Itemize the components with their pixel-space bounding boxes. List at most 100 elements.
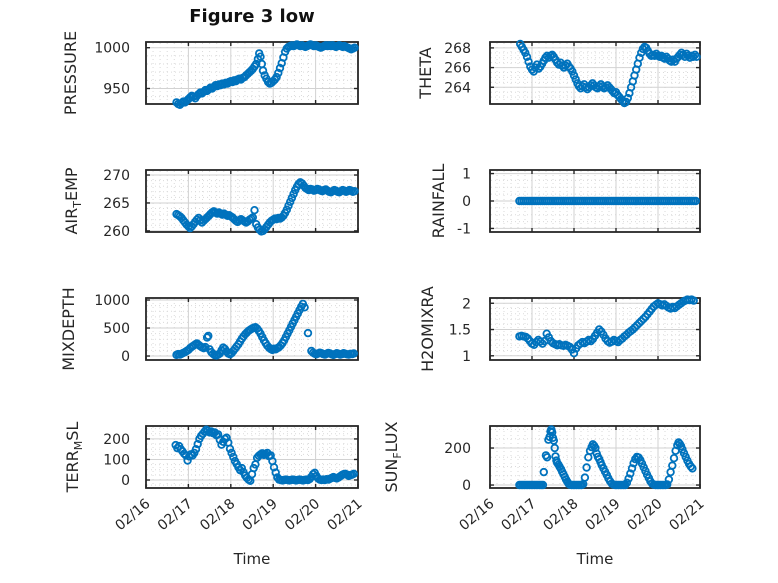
tick-marks [145, 426, 359, 488]
y-tick-label: 0 [121, 473, 130, 489]
marker [256, 52, 265, 61]
y-axis-label: RAINFALL [429, 164, 448, 239]
marker [538, 480, 548, 490]
marker [582, 463, 591, 472]
marker [622, 478, 632, 487]
x-tick-label: 02/18 [540, 496, 581, 534]
x-tick-label: 02/20 [624, 496, 665, 534]
marker [634, 319, 644, 328]
y-tick-label: 1.5 [449, 323, 471, 339]
minor-grid [147, 299, 357, 359]
marker [621, 97, 631, 107]
marker [201, 342, 210, 352]
marker [229, 452, 238, 462]
marker [250, 205, 259, 215]
y-axis-label: SUNFLUX [382, 421, 404, 492]
marker [521, 48, 530, 57]
x-tick-label: 02/18 [197, 496, 238, 534]
subplot-mixdepth: 0 500 1000 MIXDEPTH [59, 287, 359, 371]
scatter-markers [515, 425, 697, 490]
marker [542, 453, 552, 462]
minor-grid [491, 171, 699, 231]
marker [524, 57, 533, 66]
marker [271, 468, 280, 477]
subplot-sun_flux: 0 200 02/16 02/17 02/18 02/19 02/20 02/21 SUNFLU… [382, 421, 708, 534]
marker [630, 323, 640, 332]
marker [569, 71, 579, 80]
marker [664, 475, 674, 484]
y-tick-label: 0 [462, 478, 471, 494]
scatter-markers [515, 295, 698, 358]
marker [627, 464, 637, 473]
marker [183, 456, 192, 465]
marker [586, 336, 595, 346]
marker [580, 473, 590, 482]
subplot-rainfall: -1 0 1 RAINFALL [429, 164, 701, 239]
y-tick-label: 265 [103, 196, 130, 212]
marker [275, 63, 285, 73]
x-tick-label: 02/20 [282, 496, 323, 534]
y-axis-label: TERRMSL [63, 422, 85, 494]
y-tick-label: 500 [103, 321, 130, 337]
x-axis-label-right: Time [576, 550, 614, 568]
axes-frame [489, 425, 701, 489]
scatter-markers [515, 196, 700, 206]
tick-marks [489, 170, 701, 232]
tick-marks [145, 298, 359, 360]
y-tick-label: 0 [462, 194, 471, 210]
scatter-markers [171, 425, 358, 485]
y-tick-label: 260 [103, 224, 130, 240]
axes-frame [145, 297, 359, 361]
subplot-air_temp: 260 265 270 AIRTEMP [62, 167, 359, 240]
tick-marks [489, 42, 701, 104]
y-tick-label: 200 [444, 441, 471, 457]
subplot-h2omixra: 1 1.5 2 H2OMIXRA [418, 286, 701, 372]
x-tick-label: 02/19 [240, 496, 281, 534]
marker [668, 461, 677, 470]
marker [691, 196, 700, 206]
marker [225, 444, 235, 453]
y-axis-label: H2OMIXRA [418, 286, 437, 372]
marker [294, 179, 303, 189]
y-axis-label: THETA [416, 47, 435, 99]
x-tick-label: 02/17 [155, 496, 196, 534]
scatter-markers [172, 178, 359, 236]
marker [286, 197, 295, 206]
y-tick-label: 266 [444, 61, 471, 77]
marker [258, 449, 267, 458]
axes-frame [145, 169, 359, 233]
marker [282, 205, 291, 214]
marker [258, 66, 268, 75]
subplot-pressure: 950 1000 PRESSURE [61, 31, 359, 115]
marker [568, 67, 577, 76]
subplot-terr_msl: 0 100 200 02/16 02/17 02/18 02/19 02/20 02/21 TER… [63, 422, 366, 534]
x-tick-label: 02/21 [324, 496, 365, 534]
x-axis-label-left: Time [233, 550, 271, 568]
y-tick-label: 268 [444, 41, 471, 57]
y-axis-label: AIRTEMP [62, 167, 84, 234]
marker [669, 454, 679, 463]
marker [248, 213, 257, 222]
axes-frame [145, 41, 359, 105]
y-tick-label: 1000 [94, 293, 130, 309]
marker [548, 428, 557, 437]
marker [349, 349, 358, 358]
marker [689, 296, 698, 305]
y-tick-label: -1 [457, 221, 471, 237]
marker [666, 467, 675, 477]
marker [571, 75, 580, 84]
marker [303, 328, 313, 338]
y-axis-label: MIXDEPTH [59, 287, 78, 370]
y-tick-label: 2 [462, 296, 471, 312]
marker [284, 201, 293, 210]
marker [688, 464, 697, 473]
x-tick-label: 02/16 [112, 496, 153, 534]
marker [350, 43, 359, 52]
marker [628, 325, 637, 334]
y-tick-label: 200 [103, 432, 130, 448]
axes-frame [489, 41, 701, 105]
marker [272, 72, 281, 82]
subplot-theta: 264 266 268 THETA [416, 39, 701, 108]
marker [274, 68, 283, 78]
